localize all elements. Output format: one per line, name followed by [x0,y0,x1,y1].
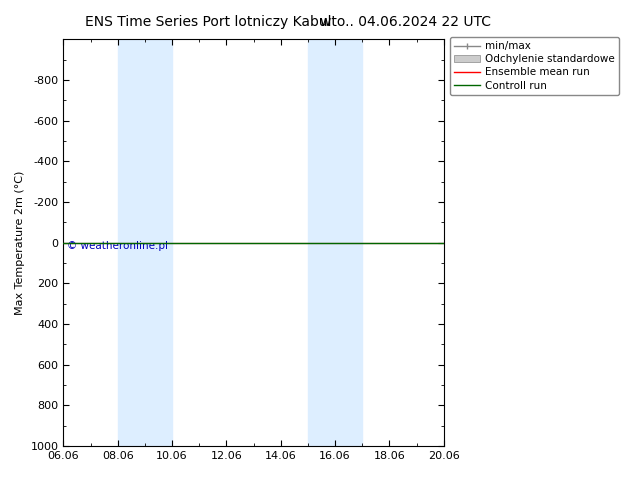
Text: ENS Time Series Port lotniczy Kabul: ENS Time Series Port lotniczy Kabul [85,15,331,29]
Bar [118,39,172,446]
Legend: min/max, Odchylenie standardowe, Ensemble mean run, Controll run: min/max, Odchylenie standardowe, Ensembl… [450,37,619,95]
Y-axis label: Max Temperature 2m (°C): Max Temperature 2m (°C) [15,171,25,315]
Bar [308,39,362,446]
Text: wto.. 04.06.2024 22 UTC: wto.. 04.06.2024 22 UTC [320,15,491,29]
Text: © weatheronline.pl: © weatheronline.pl [67,241,168,250]
